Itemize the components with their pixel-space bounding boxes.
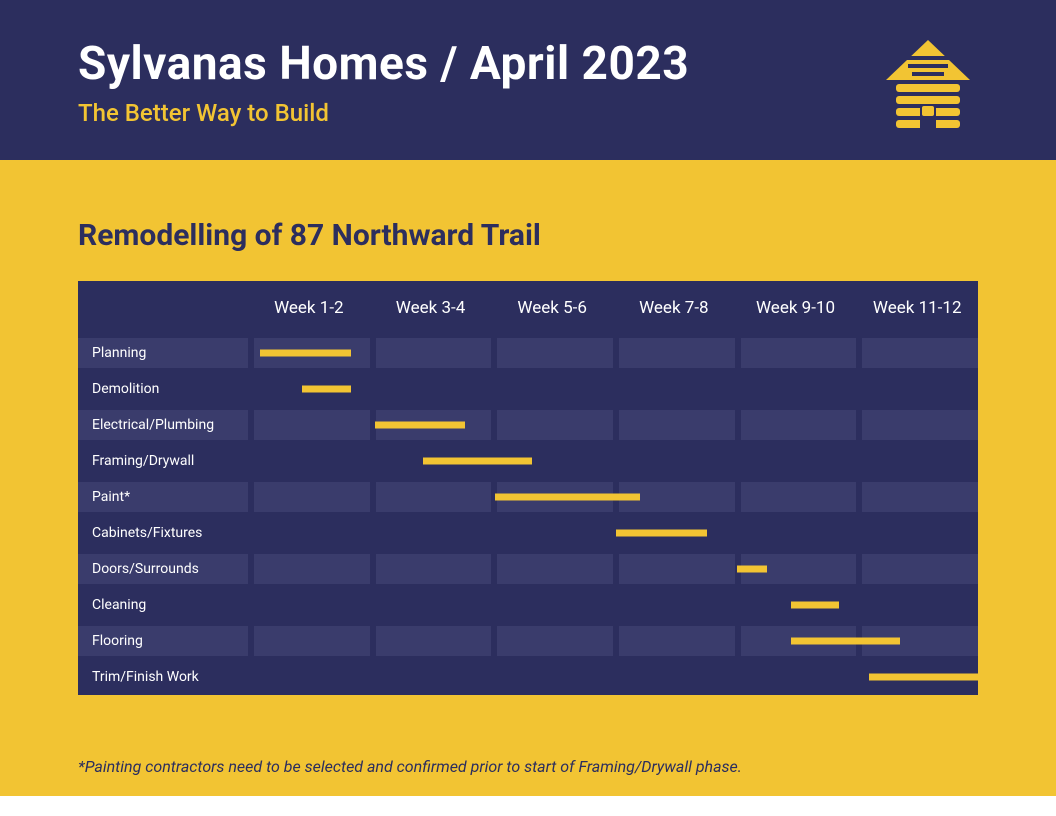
- gantt-bar: [495, 494, 640, 501]
- gantt-row: Doors/Surrounds: [78, 551, 978, 587]
- gantt-cell: [862, 410, 978, 440]
- gantt-track: [254, 518, 978, 548]
- gantt-cell: [741, 338, 857, 368]
- gantt-cell: [862, 554, 978, 584]
- gantt-row: Cabinets/Fixtures: [78, 515, 978, 551]
- gantt-row: Framing/Drywall: [78, 443, 978, 479]
- gantt-cell: [497, 554, 613, 584]
- gantt-row: Demolition: [78, 371, 978, 407]
- gantt-bar: [791, 602, 839, 609]
- week-header: Week 5-6: [491, 298, 613, 318]
- gantt-cell: [862, 482, 978, 512]
- gantt-cell: [619, 410, 735, 440]
- task-label: Paint*: [78, 482, 248, 512]
- gantt-cell: [376, 482, 492, 512]
- task-label: Framing/Drywall: [78, 446, 248, 476]
- gantt-cell: [497, 626, 613, 656]
- task-label: Doors/Surrounds: [78, 554, 248, 584]
- gantt-cell: [376, 626, 492, 656]
- gantt-row: Paint*: [78, 479, 978, 515]
- gantt-cell: [254, 410, 370, 440]
- gantt-bar: [260, 350, 351, 357]
- gantt-bar: [423, 458, 532, 465]
- gantt-bar: [302, 386, 350, 393]
- gantt-bar: [869, 674, 978, 681]
- body: Remodelling of 87 Northward Trail Week 1…: [0, 160, 1056, 796]
- cabin-logo-icon: [878, 32, 978, 132]
- gantt-track: [254, 482, 978, 512]
- gantt-cell: [376, 554, 492, 584]
- gantt-track: [254, 410, 978, 440]
- gantt-track: [254, 338, 978, 368]
- gantt-track: [254, 554, 978, 584]
- task-label: Demolition: [78, 374, 248, 404]
- gantt-cell: [254, 482, 370, 512]
- gantt-row: Trim/Finish Work: [78, 659, 978, 695]
- header: Sylvanas Homes / April 2023 The Better W…: [0, 0, 1056, 160]
- task-label: Cleaning: [78, 590, 248, 620]
- gantt-header: Week 1-2Week 3-4Week 5-6Week 7-8Week 9-1…: [78, 281, 978, 335]
- gantt-row: Cleaning: [78, 587, 978, 623]
- gantt-row: Planning: [78, 335, 978, 371]
- gantt-cell: [619, 338, 735, 368]
- section-title: Remodelling of 87 Northward Trail: [78, 218, 978, 253]
- gantt-cell: [862, 338, 978, 368]
- gantt-chart: Week 1-2Week 3-4Week 5-6Week 7-8Week 9-1…: [78, 281, 978, 695]
- footnote: *Painting contractors need to be selecte…: [78, 757, 978, 776]
- gantt-cell: [254, 626, 370, 656]
- gantt-rows: Planning Demolition Electrical/Plumbing Fra…: [78, 335, 978, 695]
- gantt-track: [254, 446, 978, 476]
- gantt-bar: [375, 422, 466, 429]
- week-header: Week 3-4: [370, 298, 492, 318]
- gantt-cell: [497, 338, 613, 368]
- week-header: Week 7-8: [613, 298, 735, 318]
- page-title: Sylvanas Homes / April 2023: [78, 37, 689, 91]
- task-label: Cabinets/Fixtures: [78, 518, 248, 548]
- gantt-track: [254, 374, 978, 404]
- gantt-cell: [619, 626, 735, 656]
- gantt-track: [254, 590, 978, 620]
- gantt-week-headers: Week 1-2Week 3-4Week 5-6Week 7-8Week 9-1…: [248, 298, 978, 318]
- gantt-cell: [741, 482, 857, 512]
- gantt-row: Electrical/Plumbing: [78, 407, 978, 443]
- gantt-track: [254, 662, 978, 692]
- gantt-cell: [619, 554, 735, 584]
- gantt-cell: [497, 410, 613, 440]
- gantt-row: Flooring: [78, 623, 978, 659]
- gantt-bar: [791, 638, 900, 645]
- task-label: Planning: [78, 338, 248, 368]
- gantt-cell: [376, 338, 492, 368]
- page-subtitle: The Better Way to Build: [78, 99, 689, 127]
- week-header: Week 9-10: [735, 298, 857, 318]
- gantt-bar: [737, 566, 767, 573]
- gantt-cell: [741, 410, 857, 440]
- gantt-cell: [254, 554, 370, 584]
- week-header: Week 11-12: [856, 298, 978, 318]
- task-label: Electrical/Plumbing: [78, 410, 248, 440]
- task-label: Trim/Finish Work: [78, 662, 248, 692]
- gantt-track: [254, 626, 978, 656]
- task-label: Flooring: [78, 626, 248, 656]
- week-header: Week 1-2: [248, 298, 370, 318]
- header-text: Sylvanas Homes / April 2023 The Better W…: [78, 37, 689, 127]
- gantt-bar: [616, 530, 707, 537]
